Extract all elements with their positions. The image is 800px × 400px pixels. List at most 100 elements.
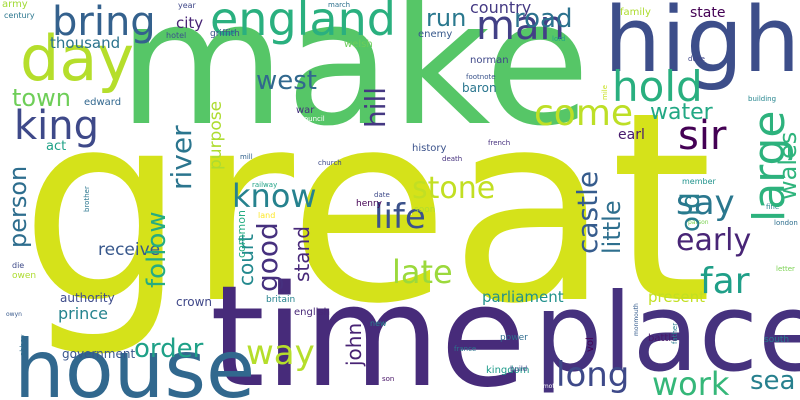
- word-great: great: [20, 56, 713, 361]
- word-parson: parson: [688, 219, 709, 226]
- word-duke: duke: [688, 55, 705, 63]
- word-power: power: [500, 333, 528, 343]
- word-mile: mile: [601, 84, 609, 100]
- word-mill: mill: [240, 153, 253, 161]
- word-west: west: [256, 66, 318, 96]
- word-soon: soon: [414, 205, 436, 215]
- word-work: work: [652, 365, 730, 400]
- word-king: king: [14, 103, 100, 149]
- word-time: time: [210, 256, 527, 400]
- word-common: common: [235, 210, 248, 258]
- word-sea: sea: [750, 366, 796, 396]
- word-french: french: [488, 139, 511, 147]
- word-place: place: [534, 271, 800, 396]
- word-council: council: [300, 115, 325, 123]
- word-present: present: [648, 288, 706, 306]
- word-day: day: [20, 22, 135, 95]
- word-way: way: [246, 333, 315, 373]
- word-act: act: [46, 139, 67, 154]
- word-owen: owen: [12, 271, 37, 281]
- word-death: death: [442, 155, 463, 163]
- word-france: france: [454, 345, 477, 353]
- word-lord: lord: [552, 35, 566, 43]
- word-parliament: parliament: [482, 288, 564, 306]
- word-new: new: [370, 319, 387, 328]
- word-life: life: [374, 197, 426, 237]
- word-london: london: [774, 219, 798, 227]
- word-bring: bring: [52, 0, 156, 45]
- word-road: road: [514, 4, 573, 34]
- word-britain: britain: [266, 295, 296, 305]
- word-letter: letter: [776, 265, 795, 273]
- word-know: know: [232, 177, 317, 215]
- word-monmouth: monmouth: [633, 303, 640, 336]
- word-hotel: hotel: [166, 31, 187, 40]
- word-history: history: [412, 143, 447, 154]
- word-enemy: enemy: [418, 29, 453, 40]
- word-wales: wales: [774, 131, 800, 200]
- word-prince: prince: [58, 304, 108, 323]
- word-edward: edward: [84, 97, 122, 108]
- word-south: south: [764, 335, 790, 345]
- word-state: state: [690, 5, 726, 21]
- word-man: man: [476, 3, 565, 49]
- word-country: country: [470, 0, 532, 17]
- word-water: water: [650, 100, 713, 125]
- word-make: make: [118, 0, 591, 164]
- word-hold: hold: [612, 62, 703, 111]
- word-member: member: [682, 177, 716, 186]
- word-century: century: [4, 11, 35, 20]
- word-footnote: footnote: [466, 73, 496, 81]
- word-old: old: [676, 192, 706, 232]
- word-house: house: [14, 323, 256, 400]
- word-john: john: [342, 322, 366, 366]
- word-english: english: [294, 307, 330, 318]
- word-hill: hill: [359, 86, 392, 128]
- word-person: person: [4, 165, 32, 248]
- word-railway: railway: [252, 181, 278, 189]
- word-brother: brother: [83, 186, 91, 212]
- word-long: long: [556, 355, 630, 395]
- word-norman: norman: [470, 55, 509, 66]
- word-vol: vol: [585, 337, 596, 352]
- word-high: high: [604, 0, 800, 93]
- word-follow: follow: [142, 211, 172, 288]
- word-early: early: [676, 223, 752, 258]
- word-city: city: [176, 14, 204, 32]
- word-die: die: [12, 261, 25, 270]
- word-war: war: [296, 105, 315, 116]
- word-henry: henry: [356, 199, 382, 209]
- word-abbey: abbey: [19, 334, 27, 356]
- word-stand: stand: [290, 226, 314, 282]
- word-church: church: [318, 159, 342, 167]
- word-town: town: [12, 84, 71, 112]
- word-river: river: [165, 125, 198, 190]
- word-stone: stone: [412, 171, 496, 206]
- word-crown: crown: [176, 295, 213, 309]
- word-say: say: [676, 183, 735, 223]
- word-far: far: [700, 261, 750, 302]
- word-thousand: thousand: [50, 34, 121, 52]
- word-earl: earl: [618, 127, 645, 143]
- word-griffith: griffith: [210, 29, 240, 39]
- word-good: good: [251, 222, 284, 292]
- word-government: government: [62, 347, 136, 361]
- word-authority: authority: [60, 291, 115, 305]
- word-sir: sir: [678, 113, 727, 159]
- word-welsh: welsh: [344, 39, 373, 50]
- word-march: march: [328, 1, 351, 9]
- word-year: year: [178, 1, 196, 10]
- word-land: land: [258, 211, 276, 220]
- word-army: army: [2, 0, 28, 10]
- word-battle: battle: [648, 333, 678, 344]
- word-date: date: [374, 191, 390, 199]
- word-son: son: [382, 375, 395, 383]
- word-little: little: [598, 200, 626, 254]
- word-baron: baron: [462, 81, 497, 95]
- word-family: family: [620, 7, 651, 18]
- word-come: come: [534, 93, 634, 134]
- word-build: build: [510, 365, 528, 373]
- word-kingdom: kingdom: [486, 365, 530, 376]
- word-commot: commot: [530, 383, 555, 390]
